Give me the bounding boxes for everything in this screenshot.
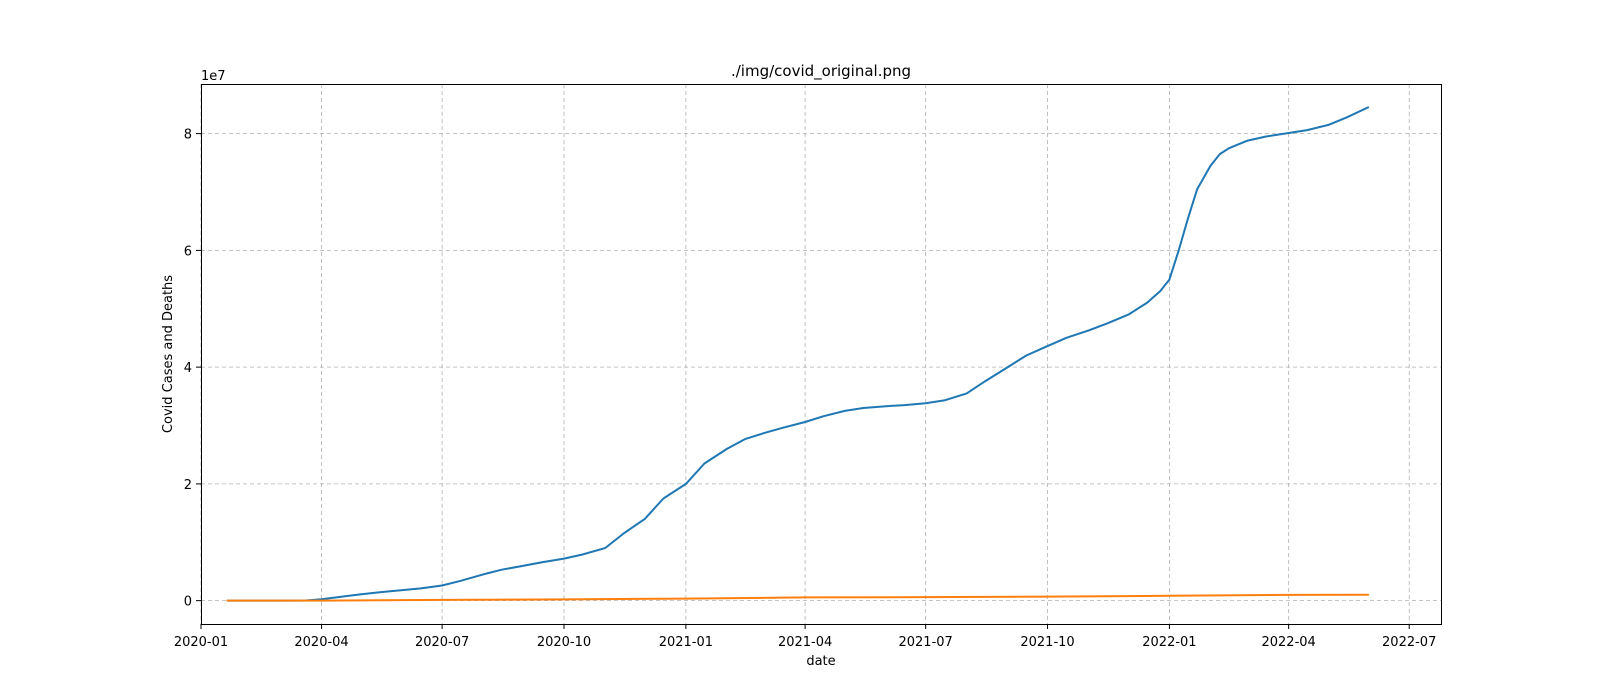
x-tick-label: 2020-04 [294, 635, 348, 650]
data-series [226, 106, 1370, 602]
series-line-2 [226, 593, 1370, 602]
plot-frame [201, 84, 1442, 625]
x-tick-label: 2020-01 [174, 635, 228, 650]
series-line-1 [226, 106, 1370, 602]
y-tick-label: 2 [184, 478, 192, 493]
x-tick-label: 2020-10 [537, 635, 591, 650]
x-tick-label: 2021-07 [898, 635, 952, 650]
y-tick-label: 6 [184, 244, 192, 259]
axis-ticks: 2020-01 2020-04 2020-07 2020-10 2021-01 2021-… [174, 128, 1437, 650]
chart-title: ./img/covid_original.png [731, 62, 911, 81]
x-tick-label: 2022-07 [1382, 635, 1436, 650]
y-axis-label: Covid Cases and Deaths [161, 275, 176, 433]
x-tick-label: 2021-04 [778, 635, 832, 650]
x-tick-label: 2022-04 [1261, 635, 1315, 650]
y-tick-label: 4 [184, 361, 192, 376]
x-tick-label: 2020-07 [415, 635, 469, 650]
y-tick-label: 8 [184, 128, 192, 143]
x-tick-label: 2021-01 [659, 635, 713, 650]
y-tick-label: 0 [184, 595, 192, 610]
x-tick-label: 2021-10 [1020, 635, 1074, 650]
x-axis-label: date [806, 654, 835, 669]
grid-lines [200, 84, 1441, 624]
x-tick-label: 2022-01 [1142, 635, 1196, 650]
y-offset-label: 1e7 [201, 69, 226, 84]
